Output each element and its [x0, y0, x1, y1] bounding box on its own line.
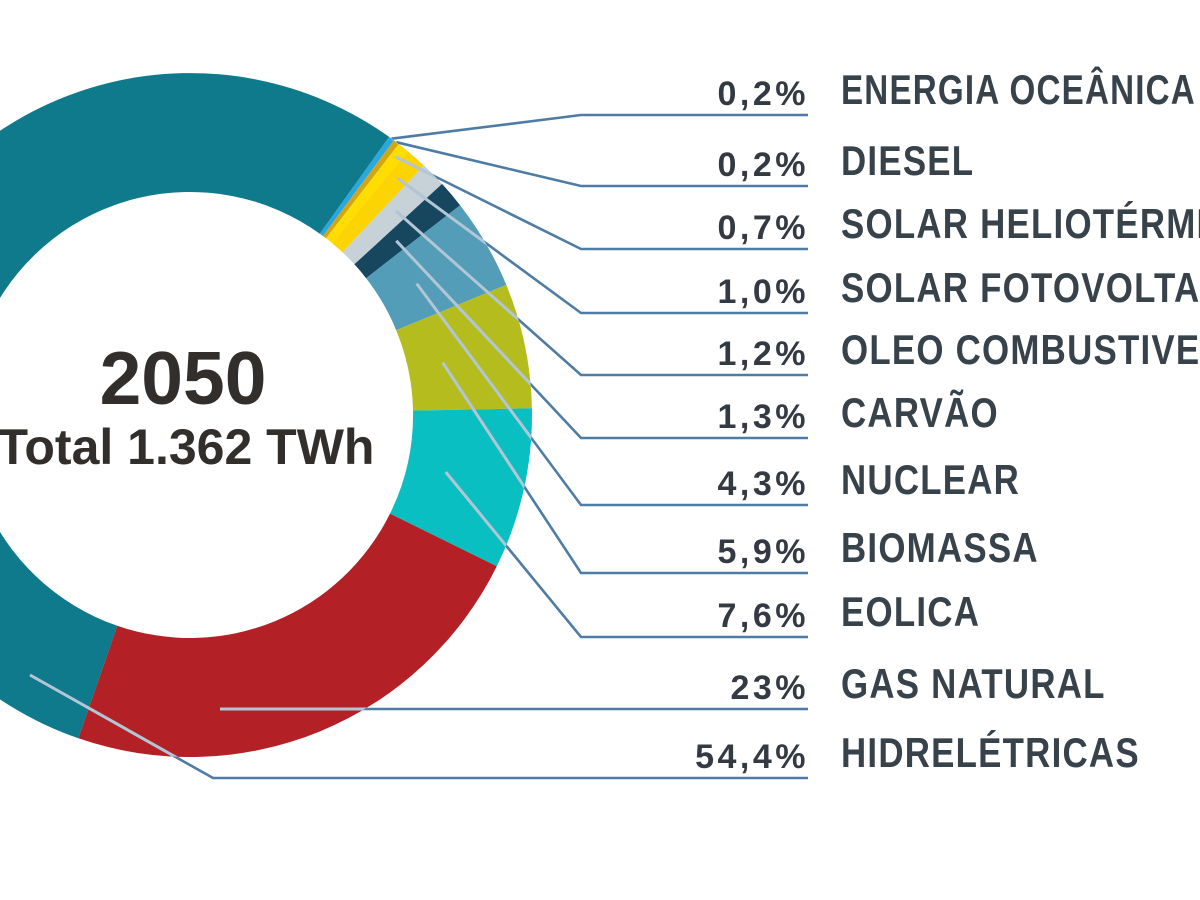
svg-text:Total 1.362 TWh: Total 1.362 TWh	[0, 419, 374, 475]
svg-text:2050: 2050	[100, 336, 267, 420]
svg-text:GAS NATURAL: GAS NATURAL	[841, 661, 1106, 708]
svg-text:SOLAR HELIOTÉRMICA: SOLAR HELIOTÉRMICA	[841, 200, 1200, 248]
svg-text:1,0%: 1,0%	[718, 273, 810, 311]
svg-text:1,2%: 1,2%	[718, 335, 810, 373]
svg-text:23%: 23%	[730, 669, 809, 707]
svg-text:OLEO COMBUSTIVEL: OLEO COMBUSTIVEL	[841, 327, 1200, 374]
svg-text:BIOMASSA: BIOMASSA	[841, 525, 1039, 572]
svg-text:CARVÃO: CARVÃO	[841, 389, 999, 437]
svg-text:NUCLEAR: NUCLEAR	[841, 457, 1020, 504]
svg-text:1,3%: 1,3%	[718, 398, 810, 436]
svg-text:7,6%: 7,6%	[718, 597, 810, 635]
svg-text:EOLICA: EOLICA	[841, 589, 980, 636]
svg-text:DIESEL: DIESEL	[841, 138, 974, 185]
svg-text:SOLAR FOTOVOLTAICA: SOLAR FOTOVOLTAICA	[841, 265, 1200, 312]
svg-text:0,2%: 0,2%	[718, 75, 810, 113]
svg-text:HIDRELÉTRICAS: HIDRELÉTRICAS	[841, 729, 1140, 777]
svg-text:4,3%: 4,3%	[718, 465, 810, 503]
svg-text:5,9%: 5,9%	[718, 533, 810, 571]
svg-text:0,7%: 0,7%	[718, 209, 810, 247]
svg-text:54,4%: 54,4%	[695, 738, 809, 776]
svg-text:0,2%: 0,2%	[718, 146, 810, 184]
svg-text:ENERGIA OCEÂNICA: ENERGIA OCEÂNICA	[841, 66, 1196, 114]
